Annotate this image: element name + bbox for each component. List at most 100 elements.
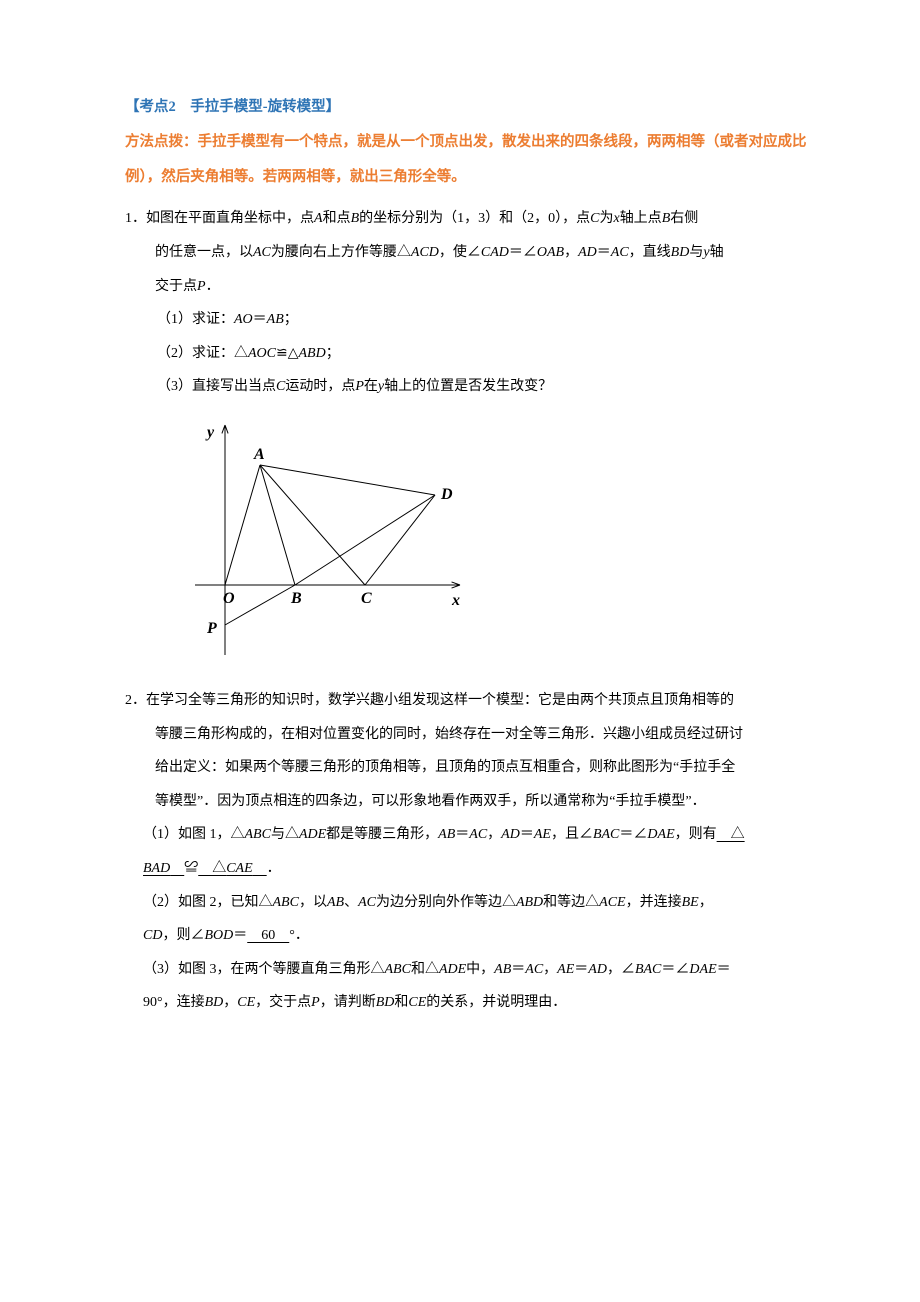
text: 的坐标分别为（1，3）和（2，0），点 bbox=[359, 211, 590, 226]
var: AC bbox=[253, 245, 271, 260]
var: CAE bbox=[226, 861, 252, 876]
var: AO bbox=[234, 312, 253, 327]
text: 为边分别向外作等边△ bbox=[376, 895, 516, 910]
text: ，请判断 bbox=[320, 995, 376, 1010]
text: ＝ bbox=[574, 962, 588, 977]
svg-text:x: x bbox=[451, 592, 460, 609]
text: 给出定义：如果两个等腰三角形的顶角相等，且顶角的顶点互相重合，则称此图形为“手拉… bbox=[155, 760, 735, 775]
text: ； bbox=[326, 346, 340, 361]
text: （2）如图 2，已知△ bbox=[143, 895, 273, 910]
blank-answer: BAD bbox=[143, 861, 184, 876]
text: ， bbox=[699, 895, 713, 910]
text: △ bbox=[717, 827, 745, 842]
text: ． bbox=[206, 279, 220, 294]
text: ＝ bbox=[455, 827, 469, 842]
text: ， bbox=[487, 827, 501, 842]
var: AE bbox=[557, 962, 574, 977]
var: BAC bbox=[635, 962, 661, 977]
text: ＝ bbox=[717, 962, 731, 977]
var: ABC bbox=[273, 895, 299, 910]
problem-2: 2．在学习全等三角形的知识时，数学兴趣小组发现这样一个模型：它是由两个共顶点且顶… bbox=[125, 684, 830, 1020]
var: AE bbox=[534, 827, 551, 842]
var: ABD bbox=[299, 346, 326, 361]
var: BD bbox=[671, 245, 690, 260]
text: 在学习全等三角形的知识时，数学兴趣小组发现这样一个模型：它是由两个共顶点且顶角相… bbox=[146, 693, 734, 708]
text: 的任意一点，以 bbox=[155, 245, 253, 260]
svg-text:O: O bbox=[223, 590, 235, 607]
text: ＝ bbox=[253, 312, 267, 327]
text: 轴上点 bbox=[620, 211, 662, 226]
text: ，交于点 bbox=[255, 995, 311, 1010]
text: 为腰向右上方作等腰△ bbox=[271, 245, 411, 260]
text: 都是等腰三角形， bbox=[326, 827, 438, 842]
var: CD bbox=[143, 928, 162, 943]
var: AC bbox=[469, 827, 487, 842]
text: ＝∠ bbox=[619, 827, 647, 842]
var: CE bbox=[408, 995, 426, 1010]
text: ，使∠ bbox=[439, 245, 481, 260]
text: 中， bbox=[466, 962, 494, 977]
var: A bbox=[314, 211, 323, 226]
method-tip: 方法点拨：手拉手模型有一个特点，就是从一个顶点出发，散发出来的四条线段，两两相等… bbox=[125, 125, 830, 195]
var: C bbox=[276, 379, 285, 394]
text: ＝∠ bbox=[661, 962, 689, 977]
var: AD bbox=[578, 245, 597, 260]
var: ADE bbox=[439, 962, 466, 977]
var: P bbox=[311, 995, 320, 1010]
var: AB bbox=[438, 827, 455, 842]
var: AD bbox=[588, 962, 607, 977]
text: ＝ bbox=[520, 827, 534, 842]
text: ＝ bbox=[597, 245, 611, 260]
var: ABC bbox=[245, 827, 271, 842]
var: AC bbox=[611, 245, 629, 260]
svg-text:C: C bbox=[361, 590, 372, 607]
text: 等腰三角形构成的，在相对位置变化的同时，始终存在一对全等三角形．兴趣小组成员经过… bbox=[155, 727, 743, 742]
text: ，则∠ bbox=[162, 928, 204, 943]
text: ， bbox=[564, 245, 578, 260]
text: ； bbox=[284, 312, 298, 327]
text: ， bbox=[543, 962, 557, 977]
var: BE bbox=[682, 895, 699, 910]
var: AOC bbox=[248, 346, 276, 361]
text: 90°，连接 bbox=[143, 995, 205, 1010]
var: ACE bbox=[599, 895, 625, 910]
var: P bbox=[355, 379, 364, 394]
text: 和点 bbox=[323, 211, 351, 226]
text: 轴上的位置是否发生改变？ bbox=[384, 379, 552, 394]
text: 和等边△ bbox=[543, 895, 599, 910]
text bbox=[170, 861, 184, 876]
var: B bbox=[351, 211, 360, 226]
svg-text:D: D bbox=[440, 486, 453, 503]
var: ADE bbox=[299, 827, 326, 842]
text: ，以 bbox=[299, 895, 327, 910]
var: DAE bbox=[689, 962, 716, 977]
var: CAD bbox=[481, 245, 509, 260]
text: 的关系，并说明理由． bbox=[426, 995, 566, 1010]
text: （1）求证： bbox=[157, 312, 234, 327]
var: AB bbox=[327, 895, 344, 910]
var: DAE bbox=[647, 827, 674, 842]
text: △ bbox=[198, 861, 226, 876]
text: （3）如图 3，在两个等腰直角三角形△ bbox=[143, 962, 385, 977]
text: 运动时，点 bbox=[285, 379, 355, 394]
text: 等模型”．因为顶点相连的四条边，可以形象地看作两双手，所以通常称为“手拉手模型”… bbox=[155, 794, 706, 809]
text: 和△ bbox=[411, 962, 439, 977]
svg-text:B: B bbox=[290, 590, 302, 607]
var: P bbox=[197, 279, 206, 294]
text: 和 bbox=[394, 995, 408, 1010]
text: （2）求证：△ bbox=[157, 346, 248, 361]
var: BAD bbox=[143, 861, 170, 876]
var: BAC bbox=[593, 827, 619, 842]
text: 交于点 bbox=[155, 279, 197, 294]
text: 轴 bbox=[710, 245, 724, 260]
svg-text:P: P bbox=[206, 620, 217, 637]
svg-text:A: A bbox=[253, 446, 265, 463]
var: ABC bbox=[385, 962, 411, 977]
text: 为 bbox=[599, 211, 613, 226]
var: AB bbox=[267, 312, 284, 327]
blank-answer: △CAE bbox=[198, 861, 266, 876]
var: BOD bbox=[204, 928, 233, 943]
var: BD bbox=[205, 995, 224, 1010]
var: CE bbox=[237, 995, 255, 1010]
text: °． bbox=[289, 928, 309, 943]
